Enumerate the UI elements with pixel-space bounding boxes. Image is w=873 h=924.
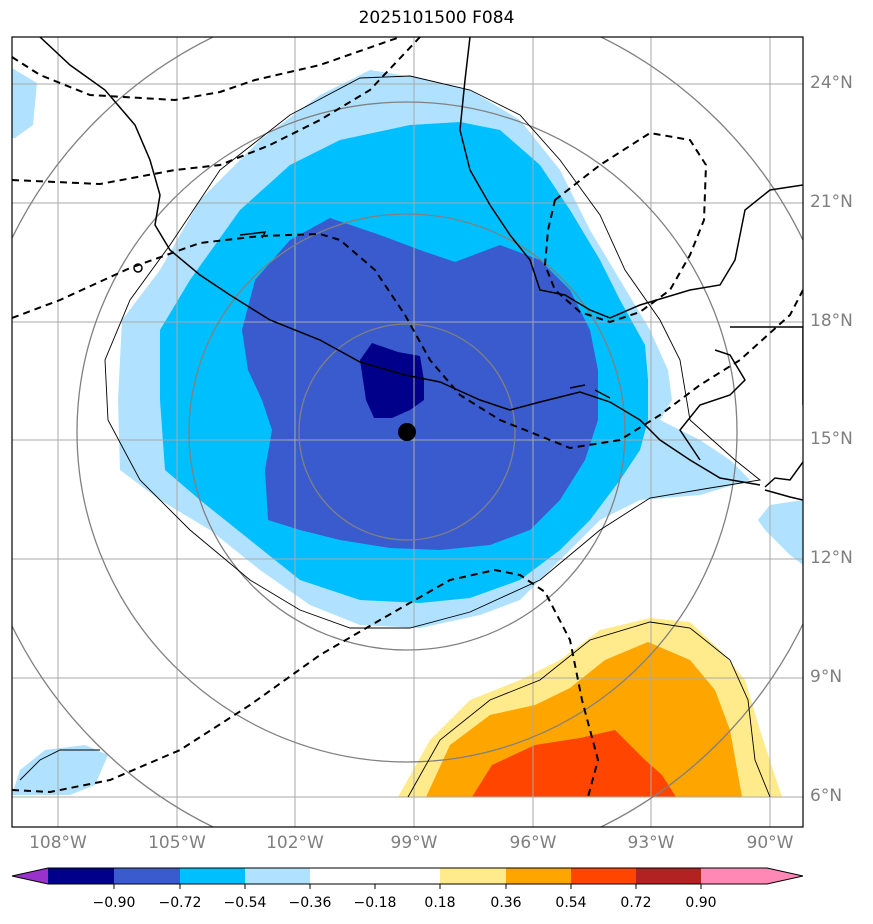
contour-fill-light-blue-southwest <box>12 745 108 795</box>
lat-label-12n: 12°N <box>810 548 853 568</box>
lon-label-108w: 108°W <box>29 833 87 853</box>
contour-fill-light-blue-west <box>12 68 37 138</box>
colorbar <box>11 867 804 889</box>
dashed-contours <box>12 37 803 798</box>
range-rings <box>12 37 803 827</box>
colorbar-segment-6 <box>375 868 440 884</box>
colorbar-tick-label: −0.36 <box>288 895 332 911</box>
thin-contour-north <box>104 75 762 629</box>
colorbar-segment-4 <box>245 868 310 884</box>
contour-fill-navy <box>360 343 424 418</box>
coastlines <box>39 37 803 501</box>
colorbar-segment-8 <box>506 868 571 884</box>
thin-contour-south <box>407 621 771 798</box>
colorbar-tick-label: −0.90 <box>92 895 136 911</box>
colorbar-tick-label: 0.36 <box>490 895 522 911</box>
colorbar-segment-11 <box>701 868 767 884</box>
lon-label-90w: 90°W <box>746 833 794 853</box>
lat-label-6n: 6°N <box>810 786 843 806</box>
colorbar-segment-12 <box>767 868 803 884</box>
colorbar-segment-0 <box>12 868 48 884</box>
colorbar-segment-1 <box>48 868 114 884</box>
colorbar-outline <box>11 867 804 885</box>
colorbar-segment-9 <box>571 868 636 884</box>
lat-label-9n: 9°N <box>810 667 843 687</box>
colorbar-tick-label: −0.54 <box>223 895 267 911</box>
colorbar-tick-label: 0.72 <box>620 895 652 911</box>
colorbar-segment-7 <box>440 868 506 884</box>
lon-label-99w: 99°W <box>390 833 438 853</box>
map-layers <box>12 37 803 827</box>
lon-label-93w: 93°W <box>627 833 675 853</box>
colorbar-segment-5 <box>310 868 375 884</box>
lon-label-105w: 105°W <box>148 833 206 853</box>
colorbar-segment-10 <box>636 868 701 884</box>
map-frame <box>11 36 804 828</box>
colorbar-segment-3 <box>180 868 245 884</box>
lat-label-18n: 18°N <box>810 311 853 331</box>
contour-fill-orange <box>426 642 742 797</box>
colorbar-tick-label: 0.54 <box>555 895 587 911</box>
contour-fill-light-blue-east <box>758 500 803 565</box>
colorbar-tick-label: 0.90 <box>685 895 717 911</box>
lon-label-102w: 102°W <box>266 833 324 853</box>
lat-label-15n: 15°N <box>810 429 853 449</box>
lat-label-24n: 24°N <box>810 73 853 93</box>
colorbar-segment-2 <box>114 868 180 884</box>
colorbar-tick-label: −0.18 <box>353 895 397 911</box>
lat-label-21n: 21°N <box>810 192 853 212</box>
lon-label-96w: 96°W <box>509 833 557 853</box>
storm-center-marker <box>398 423 416 441</box>
map-title: 2025101500 F084 <box>358 8 515 28</box>
thin-contour-southwest <box>19 749 100 781</box>
colorbar-ticks <box>113 884 702 889</box>
contour-fill-red-orange <box>472 730 676 797</box>
colorbar-tick-label: 0.18 <box>424 895 456 911</box>
colorbar-tick-label: −0.72 <box>158 895 202 911</box>
